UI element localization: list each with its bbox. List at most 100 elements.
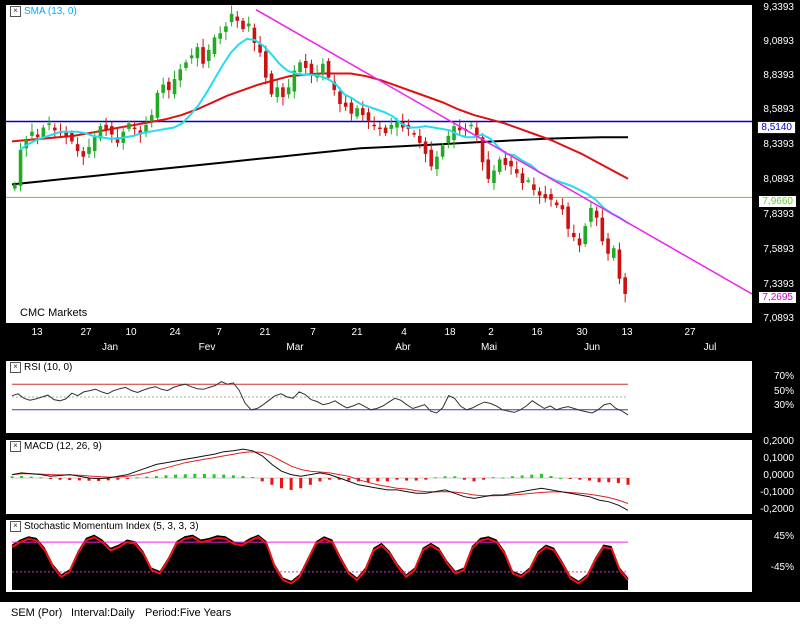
x-tick: 13 <box>621 327 633 338</box>
y-tick: 70% <box>773 371 794 382</box>
macd-histogram-bar <box>193 473 197 478</box>
period-label: Period:Five Years <box>145 607 232 619</box>
candle-body <box>412 133 416 135</box>
close-icon[interactable]: × <box>10 362 21 373</box>
smi-area <box>12 534 628 590</box>
y-tick: 0,1000 <box>763 453 794 464</box>
candle-body <box>235 16 240 21</box>
candle-body <box>132 127 137 130</box>
macd-line <box>11 448 629 511</box>
candle-body <box>457 127 462 131</box>
candle-body <box>366 112 371 121</box>
close-icon[interactable]: × <box>10 521 21 532</box>
candle-body <box>64 131 68 138</box>
y-tick: 9,0893 <box>763 36 794 47</box>
y-tick: 8,0893 <box>763 174 794 185</box>
candle-body <box>92 137 97 152</box>
y-tick: 8,5893 <box>763 104 794 115</box>
macd-histogram-bar <box>68 478 72 481</box>
candle-body <box>24 140 29 149</box>
candle-body <box>378 127 382 130</box>
macd-histogram-bar <box>49 478 52 480</box>
macd-histogram-bar <box>347 478 351 481</box>
macd-histogram-bar <box>472 478 476 482</box>
price-panel-title: × SMA (13, 0) <box>8 6 79 17</box>
candle-body <box>258 44 262 53</box>
macd-histogram-bar <box>10 476 14 478</box>
macd-histogram-bar <box>164 475 168 478</box>
candle-body <box>503 158 508 165</box>
x-tick: 30 <box>576 327 588 338</box>
y-tick: 50% <box>773 386 794 397</box>
macd-chart <box>10 448 630 511</box>
candle-body <box>617 249 622 279</box>
rsi-panel-title: × RSI (10, 0) <box>8 362 75 373</box>
macd-histogram-bar <box>318 478 322 482</box>
x-tick: 18 <box>444 327 456 338</box>
candle-body <box>360 108 365 116</box>
candle-body <box>13 184 17 189</box>
candle-body <box>554 202 559 206</box>
candle-body <box>395 121 399 128</box>
macd-histogram-bar <box>626 478 630 485</box>
candle-body <box>281 87 285 98</box>
candle-body <box>611 248 616 258</box>
candle-body <box>252 27 257 43</box>
price-chart <box>6 5 752 303</box>
y-tick: 9,3393 <box>763 2 794 13</box>
candle-body <box>241 20 245 30</box>
candle-body <box>138 130 143 135</box>
macd-histogram-bar <box>270 478 274 485</box>
macd-histogram-bar <box>87 478 91 481</box>
macd-histogram-bar <box>77 478 81 481</box>
candle-body <box>172 79 177 95</box>
x-tick: 4 <box>401 327 407 338</box>
macd-histogram-bar <box>260 478 264 482</box>
price-y-axis: 9,3393 9,0893 8,8393 8,5893 8,3393 8,089… <box>752 0 800 325</box>
macd-histogram-bar <box>405 478 409 481</box>
candle-body <box>383 127 388 134</box>
macd-histogram-bar <box>597 478 601 483</box>
close-icon[interactable]: × <box>10 441 21 452</box>
macd-histogram-bar <box>424 478 428 480</box>
candle-body <box>497 159 502 172</box>
candle-body <box>606 238 610 254</box>
macd-histogram-bar <box>289 478 293 490</box>
macd-histogram-bar <box>482 478 486 480</box>
x-month: Abr <box>395 342 411 353</box>
y-tick: 7,8393 <box>763 209 794 220</box>
close-icon[interactable]: × <box>10 6 21 17</box>
x-tick: 7 <box>216 327 222 338</box>
smi-signal-line <box>11 536 629 585</box>
macd-histogram-bar <box>578 478 582 480</box>
macd-histogram-bar <box>135 477 139 479</box>
rsi-panel: × RSI (10, 0) <box>6 361 752 433</box>
x-tick: 21 <box>259 327 271 338</box>
rsi-chart <box>11 381 629 416</box>
candle-body <box>560 205 565 210</box>
candle-body <box>469 124 473 127</box>
candle-body <box>201 47 205 64</box>
smi-panel-title: × Stochastic Momentum Index (5, 3, 3, 3) <box>8 521 201 532</box>
x-tick: 2 <box>488 327 494 338</box>
macd-histogram-bar <box>280 478 283 489</box>
candle-body <box>589 207 593 222</box>
macd-histogram-bar <box>549 475 553 478</box>
candle-body <box>537 191 542 196</box>
candle-body <box>75 144 80 152</box>
price-panel: × SMA (13, 0) CMC Markets <box>6 5 752 323</box>
macd-histogram-bar <box>58 478 62 480</box>
macd-histogram-bar <box>395 478 399 480</box>
y-tick: 0,0000 <box>763 470 794 481</box>
macd-histogram-bar <box>308 478 312 485</box>
macd-histogram-bar <box>453 476 457 478</box>
x-axis: 13 27 10 24 7 21 7 21 4 18 2 16 30 13 27… <box>0 325 752 355</box>
macd-histogram-bar <box>568 478 572 479</box>
candle-body <box>509 160 513 167</box>
candle-body <box>309 63 314 75</box>
macd-histogram-bar <box>116 478 120 480</box>
smi-chart <box>11 534 629 590</box>
macd-histogram-bar <box>39 477 43 479</box>
x-month: Jul <box>703 342 717 353</box>
macd-histogram-bar <box>328 478 332 480</box>
